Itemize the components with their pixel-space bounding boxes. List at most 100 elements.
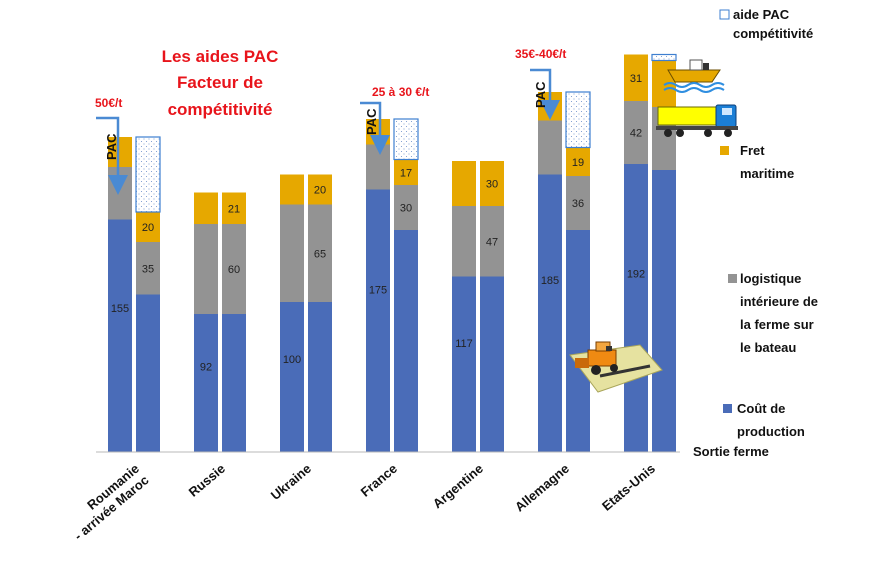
legend-label-aide-2: compétitivité	[733, 26, 813, 41]
chart-title: Les aides PAC Facteur de compétitivité	[162, 47, 279, 119]
annotation-germany: 35€-40€/t	[515, 47, 566, 61]
bar-segment-production-6-0	[624, 164, 648, 452]
bar-segment-logistique-2-1	[308, 204, 332, 302]
segment-label-fret: 20	[142, 222, 154, 234]
legend-label-production-2: production	[737, 424, 805, 439]
bar-segment-fret-2-0	[280, 174, 304, 205]
bar-segment-logistique-5-1	[566, 176, 590, 230]
harvester-icon	[569, 341, 663, 393]
segment-label-production: 117	[455, 338, 473, 350]
category-label: Russie	[186, 461, 228, 500]
bar-segment-fret-6-0	[624, 54, 648, 101]
bar-segment-fret-4-0	[452, 161, 476, 206]
segment-label-logistique: 30	[400, 203, 412, 215]
category-label: Argentine	[430, 461, 486, 511]
pac-arrow-romania: PAC	[96, 116, 128, 195]
bar-segment-logistique-0-0	[108, 167, 132, 220]
pac-label: PAC	[104, 133, 119, 160]
segment-label-fret: 31	[630, 73, 642, 85]
pac-arrow-france: PAC	[360, 101, 390, 155]
pac-arrow-germany: PAC	[530, 68, 560, 120]
category-labels-layer: Roumanie- arrivée Maroc Russie Ukraine Fran…	[61, 461, 658, 543]
segment-label-production: 185	[541, 275, 559, 287]
bar-segment-fret-1-0	[194, 192, 218, 224]
segment-label-logistique: 65	[314, 248, 326, 260]
bar-segment-production-2-1	[308, 302, 332, 452]
ship-icon	[663, 59, 725, 93]
bar-segment-logistique-1-1	[222, 224, 246, 314]
category-label: Ukraine	[268, 461, 314, 503]
legend-label-fret-1: Fret	[740, 143, 765, 158]
segment-label-fret: 30	[486, 179, 498, 191]
bars-layer	[108, 53, 677, 452]
segment-label-logistique: 35	[142, 263, 154, 275]
segment-labels-layer: 155 35 20 92 60 21 100 65 20 175 30 17 117 47 30 185 36 1…	[111, 73, 645, 374]
bar-segment-aide-0-1	[135, 136, 161, 213]
legend-swatch-fret	[720, 146, 729, 155]
bar-segment-fret-0-1	[136, 212, 160, 242]
bar-segment-production-4-0	[452, 276, 476, 452]
bar-segment-aide-6-1	[651, 53, 677, 62]
bar-segment-production-5-0	[538, 174, 562, 452]
category-label: France	[358, 461, 400, 500]
legend: aide PAC compétitivité Fret maritime log…	[693, 7, 818, 459]
legend-label-logistique-3: la ferme sur	[740, 317, 814, 332]
legend-label-aide-1: aide PAC	[733, 7, 790, 22]
bar-segment-logistique-1-0	[194, 224, 218, 314]
truck-icon	[656, 104, 738, 137]
annotation-romania: 50€/t	[95, 96, 122, 110]
legend-label-logistique-1: logistique	[740, 271, 801, 286]
bar-segment-production-3-0	[366, 189, 390, 452]
bar-segment-production-0-1	[136, 294, 160, 452]
segment-label-production: 192	[627, 268, 645, 280]
bar-segment-fret-0-0	[108, 137, 132, 167]
category-label: Allemagne	[512, 461, 572, 515]
sortie-ferme-label: Sortie ferme	[693, 444, 769, 459]
legend-swatch-logistique	[728, 274, 737, 283]
bar-segment-fret-5-1	[566, 147, 590, 176]
segment-label-logistique: 47	[486, 236, 498, 248]
bar-segment-logistique-4-1	[480, 206, 504, 277]
segment-label-production: 175	[369, 284, 387, 296]
legend-swatch-aide	[719, 9, 730, 20]
bar-segment-logistique-2-0	[280, 204, 304, 302]
segment-label-fret: 17	[400, 167, 412, 179]
segment-label-logistique: 42	[630, 128, 642, 140]
segment-label-logistique: 60	[228, 264, 240, 276]
segment-label-production: 155	[111, 303, 129, 315]
bar-segment-fret-1-1	[222, 192, 246, 224]
bar-segment-logistique-3-1	[394, 185, 418, 230]
annotation-france: 25 à 30 €/t	[372, 85, 429, 99]
bar-segment-logistique-5-0	[538, 120, 562, 175]
legend-swatch-production	[723, 404, 732, 413]
title-line-1: Les aides PAC	[162, 47, 279, 66]
legend-label-production-1: Coût de	[737, 401, 785, 416]
segment-label-fret: 21	[228, 203, 240, 215]
bar-segment-fret-3-1	[394, 159, 418, 185]
segment-label-production: 100	[283, 354, 301, 366]
category-label: Etats-Unis	[599, 461, 658, 514]
bar-segment-production-2-0	[280, 302, 304, 452]
pac-label: PAC	[533, 81, 548, 108]
bar-segment-production-5-1	[566, 230, 590, 452]
bar-segment-production-0-0	[108, 219, 132, 452]
bar-segment-production-1-0	[194, 314, 218, 452]
bar-segment-production-1-1	[222, 314, 246, 452]
bar-segment-fret-2-1	[308, 174, 332, 205]
bar-segment-fret-4-1	[480, 161, 504, 206]
legend-label-fret-2: maritime	[740, 166, 794, 181]
bar-segment-logistique-3-0	[366, 144, 390, 190]
segment-label-fret: 20	[314, 185, 326, 197]
category-label: Roumanie- arrivée Maroc	[61, 461, 151, 543]
bar-segment-aide-5-1	[565, 91, 591, 149]
bar-segment-production-4-1	[480, 276, 504, 452]
bar-segment-logistique-0-1	[136, 242, 160, 295]
legend-label-logistique-4: le bateau	[740, 340, 796, 355]
bar-segment-aide-3-1	[393, 118, 419, 161]
bar-segment-logistique-6-0	[624, 101, 648, 164]
pac-label: PAC	[364, 108, 379, 135]
legend-label-logistique-2: intérieure de	[740, 294, 818, 309]
title-line-3: compétitivité	[168, 100, 273, 119]
segment-label-fret: 19	[572, 157, 584, 169]
